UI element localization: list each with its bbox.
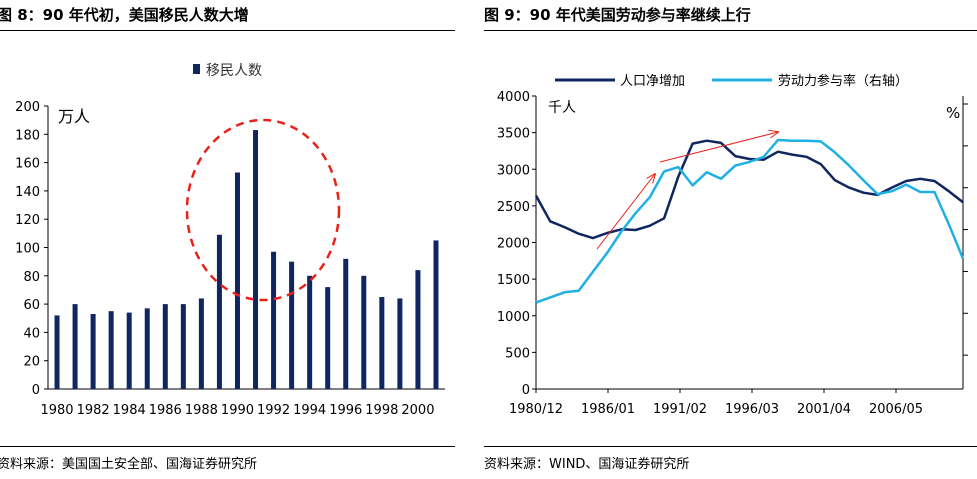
bar-1989 — [216, 234, 222, 389]
right-y-tick-label: 2500 — [497, 200, 530, 215]
left-x-tick-label: 1994 — [293, 403, 326, 418]
right-y-tick-label: 3000 — [497, 163, 530, 178]
bar-1994 — [307, 275, 313, 389]
bar-1997 — [361, 275, 367, 389]
left-y-tick-label: 40 — [23, 326, 40, 341]
highlight-circle — [185, 118, 341, 302]
left-chart-title: 图 8：90 年代初，美国移民人数大增 — [0, 6, 249, 24]
left-x-tick-label: 1980 — [40, 403, 73, 418]
left-y-tick-label: 200 — [15, 100, 40, 115]
bar-2001 — [433, 240, 439, 389]
bar-1980 — [54, 315, 60, 389]
right-chart-title: 图 9：90 年代美国劳动参与率继续上行 — [484, 6, 751, 24]
bar-1995 — [325, 287, 331, 389]
right-y-tick-label: 2000 — [497, 237, 530, 252]
trend-arrow-1 — [596, 174, 655, 250]
right-bottom-rule — [484, 446, 977, 447]
bar-1982 — [90, 314, 96, 389]
right-top-rule — [484, 30, 977, 31]
bar-1983 — [108, 311, 114, 389]
right-y-tick-label: 3500 — [497, 127, 530, 142]
right-x-tick-label: 2006/05 — [869, 402, 923, 417]
left-x-tick-label: 2000 — [401, 403, 434, 418]
left-unit-label: 万人 — [58, 107, 90, 126]
left-y-tick-label: 20 — [23, 355, 40, 370]
bar-1998 — [379, 297, 385, 389]
bar-1984 — [126, 312, 132, 389]
bar-2000 — [415, 270, 421, 389]
bar-1993 — [289, 261, 295, 389]
right-x-tick-label: 1986/01 — [581, 402, 635, 417]
bar-1987 — [180, 304, 186, 389]
left-y-tick-label: 100 — [15, 242, 40, 257]
right-x-tick-label: 1980/12 — [509, 402, 563, 417]
series-line-participation — [535, 138, 965, 304]
left-y-tick-label: 0 — [32, 383, 40, 398]
right-y-tick-label: 1500 — [497, 273, 530, 288]
left-top-rule — [0, 30, 455, 31]
bar-1981 — [72, 304, 78, 389]
left-y-tick-label: 160 — [15, 157, 40, 172]
right-x-tick-label: 1996/03 — [725, 402, 779, 417]
right-y-tick-label: 500 — [505, 346, 530, 361]
right-legend-label: 劳动力参与率（右轴） — [778, 73, 908, 89]
right-y-tick-label: 1000 — [497, 310, 530, 325]
left-x-tick-label: 1986 — [149, 403, 182, 418]
bar-1990 — [234, 172, 240, 389]
right-y-tick-label: 4000 — [497, 90, 530, 105]
left-x-tick-label: 1982 — [77, 403, 110, 418]
left-y-tick-label: 60 — [23, 298, 40, 313]
left-x-tick-label: 1990 — [221, 403, 254, 418]
left-source-note: 资料来源：美国国土安全部、国海证券研究所 — [0, 457, 258, 472]
right-left-unit-label: 千人 — [548, 100, 576, 116]
bar-1985 — [144, 308, 150, 389]
bar-1988 — [198, 298, 204, 389]
right-x-tick-label: 1991/02 — [653, 402, 707, 417]
right-y-tick-label: 0 — [522, 383, 530, 398]
bar-1999 — [397, 298, 403, 389]
series-line-population — [534, 139, 964, 240]
right-legend-label: 人口净增加 — [620, 74, 685, 89]
left-y-tick-label: 140 — [15, 185, 40, 200]
left-legend-swatch — [193, 64, 200, 74]
bar-1986 — [162, 304, 168, 389]
right-right-unit-label: % — [946, 104, 960, 122]
bar-1996 — [343, 258, 349, 389]
right-x-tick-label: 2001/04 — [797, 402, 851, 417]
right-line-chart: 0 500 1000 1500 2000 2500 3000 3500 4000 1980/12 1… — [497, 73, 968, 417]
trend-arrow-2 — [659, 132, 778, 163]
left-x-tick-label: 1984 — [113, 403, 146, 418]
left-y-tick-label: 120 — [15, 213, 40, 228]
right-source-note: 资料来源：WIND、国海证券研究所 — [484, 457, 690, 472]
left-bottom-rule — [0, 446, 455, 447]
bar-1992 — [271, 251, 277, 389]
left-legend-label: 移民人数 — [206, 63, 262, 79]
left-y-tick-label: 80 — [23, 270, 40, 285]
left-x-tick-label: 1998 — [365, 403, 398, 418]
left-x-tick-label: 1992 — [257, 403, 290, 418]
left-x-tick-label: 1988 — [185, 403, 218, 418]
left-y-tick-label: 180 — [15, 128, 40, 143]
left-x-tick-label: 1996 — [329, 403, 362, 418]
bar-1991 — [253, 130, 259, 389]
